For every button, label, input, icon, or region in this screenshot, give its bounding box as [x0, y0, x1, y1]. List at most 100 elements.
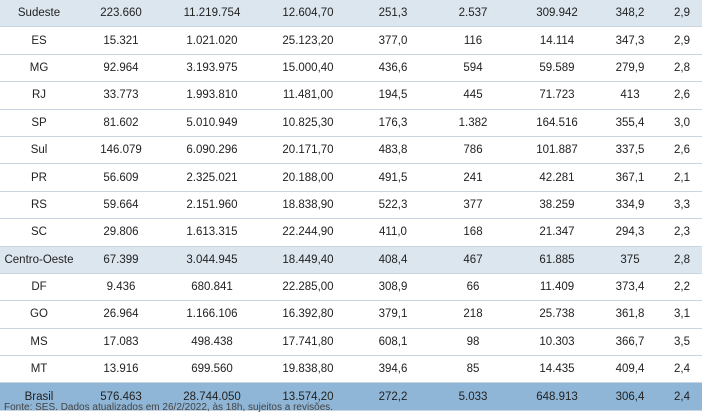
- table-cell: 648.913: [516, 382, 598, 411]
- table-cell: 680.841: [164, 273, 260, 302]
- table-cell: 309.942: [516, 0, 598, 28]
- table-cell: 15.321: [78, 26, 164, 55]
- table-cell: 11.409: [516, 273, 598, 302]
- table-cell: 1.021.020: [164, 26, 260, 55]
- table-cell: 594: [430, 54, 516, 83]
- table-row: SC 29.806 1.613.315 22.244,90 411,0 168 21.347…: [0, 218, 702, 247]
- table-cell: 294,3: [598, 218, 662, 247]
- table-cell: 18.838,90: [260, 191, 356, 220]
- row-label: SP: [0, 109, 78, 137]
- table-cell: 445: [430, 81, 516, 110]
- table-row: MT 13.916 699.560 19.838,80 394,6 85 14.435 409…: [0, 355, 702, 384]
- table-cell: 272,2: [356, 382, 430, 411]
- table-cell: 9.436: [78, 273, 164, 302]
- row-label: PR: [0, 163, 78, 192]
- table-cell: 92.964: [78, 54, 164, 83]
- table-row: Sul 146.079 6.090.296 20.171,70 483,8 786 101.…: [0, 136, 702, 165]
- table-cell: 11.219.754: [164, 0, 260, 28]
- table-cell: 164.516: [516, 109, 598, 137]
- row-label: RJ: [0, 81, 78, 110]
- table-cell: 33.773: [78, 81, 164, 110]
- table-cell: 17.083: [78, 328, 164, 357]
- table-cell: 1.613.315: [164, 218, 260, 247]
- table-cell: 15.000,40: [260, 54, 356, 83]
- row-label: Brasil: [0, 382, 78, 411]
- table-cell: 394,6: [356, 355, 430, 384]
- table-cell: 467: [430, 246, 516, 274]
- table-cell: 2.151.960: [164, 191, 260, 220]
- table-cell: 22.285,00: [260, 273, 356, 302]
- table-cell: 25.123,20: [260, 26, 356, 55]
- table-cell: 2,9: [662, 26, 702, 55]
- table-cell: 2,6: [662, 136, 702, 165]
- table-cell: 14.435: [516, 355, 598, 384]
- table-row: RJ 33.773 1.993.810 11.481,00 194,5 445 71.723…: [0, 81, 702, 110]
- table-row: DF 9.436 680.841 22.285,00 308,9 66 11.409 373,…: [0, 273, 702, 302]
- table-cell: 241: [430, 163, 516, 192]
- table-row: MG 92.964 3.193.975 15.000,40 436,6 594 59.589…: [0, 54, 702, 83]
- table-cell: 377,0: [356, 26, 430, 55]
- table-cell: 334,9: [598, 191, 662, 220]
- table-cell: 373,4: [598, 273, 662, 302]
- table-cell: 13.574,20: [260, 382, 356, 411]
- table-cell: 18.449,40: [260, 246, 356, 274]
- table-cell: 355,4: [598, 109, 662, 137]
- table-cell: 6.090.296: [164, 136, 260, 165]
- table-cell: 576.463: [78, 382, 164, 411]
- table-cell: 5.033: [430, 382, 516, 411]
- table-cell: 377: [430, 191, 516, 220]
- table-cell: 218: [430, 300, 516, 329]
- table-cell: 176,3: [356, 109, 430, 137]
- table-cell: 1.993.810: [164, 81, 260, 110]
- table-cell: 19.838,80: [260, 355, 356, 384]
- table-cell: 699.560: [164, 355, 260, 384]
- table-cell: 59.589: [516, 54, 598, 83]
- table-cell: 522,3: [356, 191, 430, 220]
- region-row: Centro-Oeste 67.399 3.044.945 18.449,40 408,…: [0, 246, 702, 274]
- table-cell: 409,4: [598, 355, 662, 384]
- row-label: Sudeste: [0, 0, 78, 28]
- table-cell: 367,1: [598, 163, 662, 192]
- table-cell: 2.537: [430, 0, 516, 28]
- table-cell: 5.010.949: [164, 109, 260, 137]
- table-cell: 25.738: [516, 300, 598, 329]
- table-cell: 279,9: [598, 54, 662, 83]
- table-cell: 306,4: [598, 382, 662, 411]
- table-cell: 2,6: [662, 81, 702, 110]
- table-cell: 168: [430, 218, 516, 247]
- table-row: ES 15.321 1.021.020 25.123,20 377,0 116 14.114…: [0, 26, 702, 55]
- table-cell: 1.166.106: [164, 300, 260, 329]
- table-cell: 3.193.975: [164, 54, 260, 83]
- table-cell: 3,5: [662, 328, 702, 357]
- table-cell: 3.044.945: [164, 246, 260, 274]
- table-cell: 379,1: [356, 300, 430, 329]
- table-cell: 16.392,80: [260, 300, 356, 329]
- table-cell: 146.079: [78, 136, 164, 165]
- table-cell: 10.825,30: [260, 109, 356, 137]
- table-cell: 38.259: [516, 191, 598, 220]
- row-label: GO: [0, 300, 78, 329]
- table-cell: 2,9: [662, 0, 702, 28]
- region-row: Sudeste 223.660 11.219.754 12.604,70 251,3 2.…: [0, 0, 702, 28]
- table-cell: 56.609: [78, 163, 164, 192]
- table-cell: 29.806: [78, 218, 164, 247]
- table-cell: 71.723: [516, 81, 598, 110]
- table-cell: 2,3: [662, 218, 702, 247]
- table-cell: 61.885: [516, 246, 598, 274]
- table-cell: 13.916: [78, 355, 164, 384]
- table-cell: 22.244,90: [260, 218, 356, 247]
- table-cell: 14.114: [516, 26, 598, 55]
- table-cell: 20.188,00: [260, 163, 356, 192]
- table-cell: 3,3: [662, 191, 702, 220]
- table-cell: 348,2: [598, 0, 662, 28]
- table-row: RS 59.664 2.151.960 18.838,90 522,3 377 38.259…: [0, 191, 702, 220]
- table-row: PR 56.609 2.325.021 20.188,00 491,5 241 42.281…: [0, 163, 702, 192]
- table-cell: 347,3: [598, 26, 662, 55]
- table-cell: 2.325.021: [164, 163, 260, 192]
- table-cell: 308,9: [356, 273, 430, 302]
- table-cell: 10.303: [516, 328, 598, 357]
- table-cell: 17.741,80: [260, 328, 356, 357]
- table-cell: 2,4: [662, 355, 702, 384]
- table-cell: 411,0: [356, 218, 430, 247]
